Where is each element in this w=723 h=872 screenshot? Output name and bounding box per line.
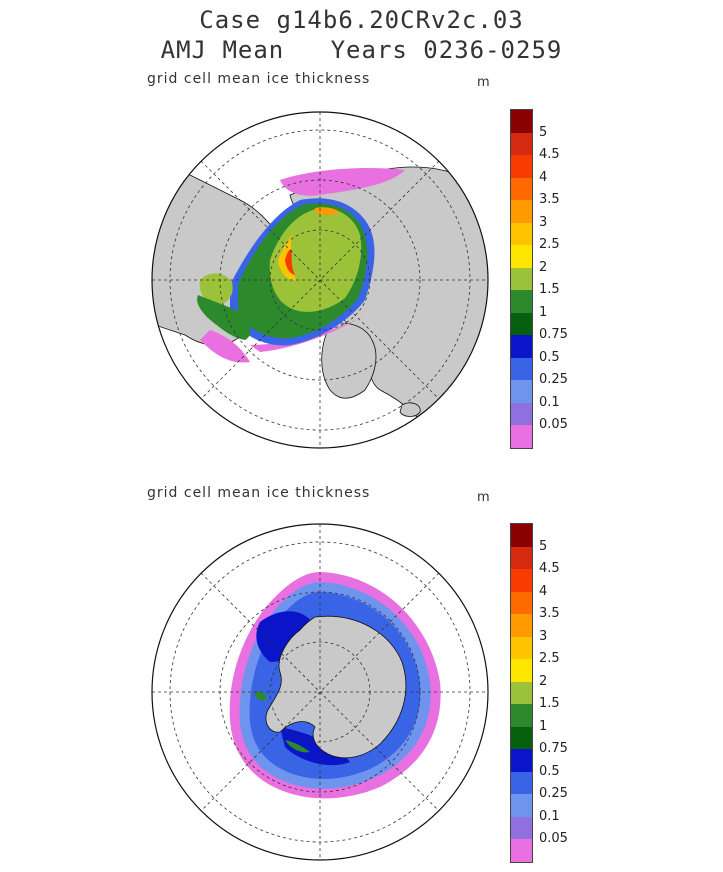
arctic-colorbar-tick-label: 2.5 [539,237,560,252]
antarctic-colorbar-swatch [511,749,532,772]
arctic-colorbar-tick-label: 3.5 [539,192,560,207]
antarctic-colorbar-tick-label: 1.5 [539,696,560,711]
ice-arctic-pink [280,168,405,196]
title-line-2: AMJ Mean Years 0236-0259 [160,36,563,64]
arctic-colorbar-swatch [511,200,532,223]
title-line-1: Case g14b6.20CRv2c.03 [199,6,524,34]
arctic-colorbar-swatch [511,312,532,335]
antarctic-colorbar-tick-label: 3 [539,628,548,644]
antarctic-colorbar-tick-label: 2 [539,673,548,689]
arctic-colorbar-tick-label: 0.25 [539,372,568,387]
arctic-map [151,111,489,449]
antarctic-colorbar-swatch [511,726,532,749]
arctic-colorbar-swatch [511,155,532,178]
antarctic-colorbar-swatch [511,659,532,682]
arctic-colorbar-swatch [511,290,532,313]
antarctic-colorbar-swatch [511,591,532,614]
arctic-colorbar-tick-label: 1 [539,304,548,320]
arctic-colorbar-tick-label: 0.5 [539,349,560,365]
antarctic-colorbar-tick-label: 4.5 [539,561,560,576]
arctic-colorbar-swatch [511,335,532,358]
antarctic-colorbar-tick-label: 5 [539,538,548,554]
antarctic-colorbar-swatch [511,816,532,839]
arctic-field-label: grid cell mean ice thickness [147,71,371,87]
arctic-colorbar-tick-label: 3 [539,214,548,230]
arctic-colorbar-swatch [511,222,532,245]
arctic-colorbar-swatch [511,132,532,155]
antarctic-colorbar-tick-label: 3.5 [539,606,560,621]
arctic-colorbar-swatch [511,245,532,268]
antarctic-colorbar-swatch [511,839,532,862]
arctic-colorbar-swatch [511,110,532,133]
antarctic-colorbar-swatch [511,771,532,794]
antarctic-colorbar-tick-label: 0.25 [539,786,568,801]
arctic-colorbar-tick-label: 0.75 [539,327,568,342]
arctic-colorbar-tick-label: 4 [539,169,548,185]
antarctic-colorbar-tick-label: 0.05 [539,831,568,846]
antarctic-colorbar-tick-label: 0.75 [539,741,568,756]
arctic-colorbar-swatch [511,380,532,403]
antarctic-colorbar-swatch [511,524,532,547]
antarctic-colorbar [510,523,533,863]
arctic-colorbar-tick-label: 0.1 [539,394,560,410]
land-greenland [321,322,377,399]
antarctic-colorbar-tick-label: 2.5 [539,651,560,666]
arctic-colorbar-swatch [511,357,532,380]
land-antarctica [265,615,407,759]
antarctic-colorbar-swatch [511,794,532,817]
arctic-colorbar-swatch [511,425,532,448]
antarctic-map [151,523,489,861]
ice-hudson [199,273,233,305]
antarctic-field-label: grid cell mean ice thickness [147,485,371,501]
antarctic-colorbar-swatch [511,636,532,659]
antarctic-unit-label: m [477,490,490,505]
antarctic-colorbar-tick-label: 1 [539,718,548,734]
arctic-colorbar-swatch [511,177,532,200]
arctic-colorbar-tick-label: 5 [539,124,548,140]
antarctic-colorbar-swatch [511,546,532,569]
arctic-colorbar-swatch [511,402,532,425]
arctic-colorbar-tick-label: 0.05 [539,417,568,432]
arctic-colorbar [510,109,533,449]
antarctic-colorbar-swatch [511,569,532,592]
antarctic-colorbar-swatch [511,704,532,727]
arctic-colorbar-tick-label: 1.5 [539,282,560,297]
ice-arctic-yellowgreen [269,208,362,312]
antarctic-colorbar-swatch [511,681,532,704]
arctic-unit-label: m [477,75,490,90]
antarctic-colorbar-swatch [511,614,532,637]
antarctic-colorbar-tick-label: 0.5 [539,763,560,779]
antarctic-colorbar-tick-label: 0.1 [539,808,560,824]
land-iceland [399,402,421,417]
arctic-colorbar-tick-label: 2 [539,259,548,275]
antarctic-colorbar-tick-label: 4 [539,583,548,599]
arctic-colorbar-swatch [511,267,532,290]
arctic-colorbar-tick-label: 4.5 [539,147,560,162]
